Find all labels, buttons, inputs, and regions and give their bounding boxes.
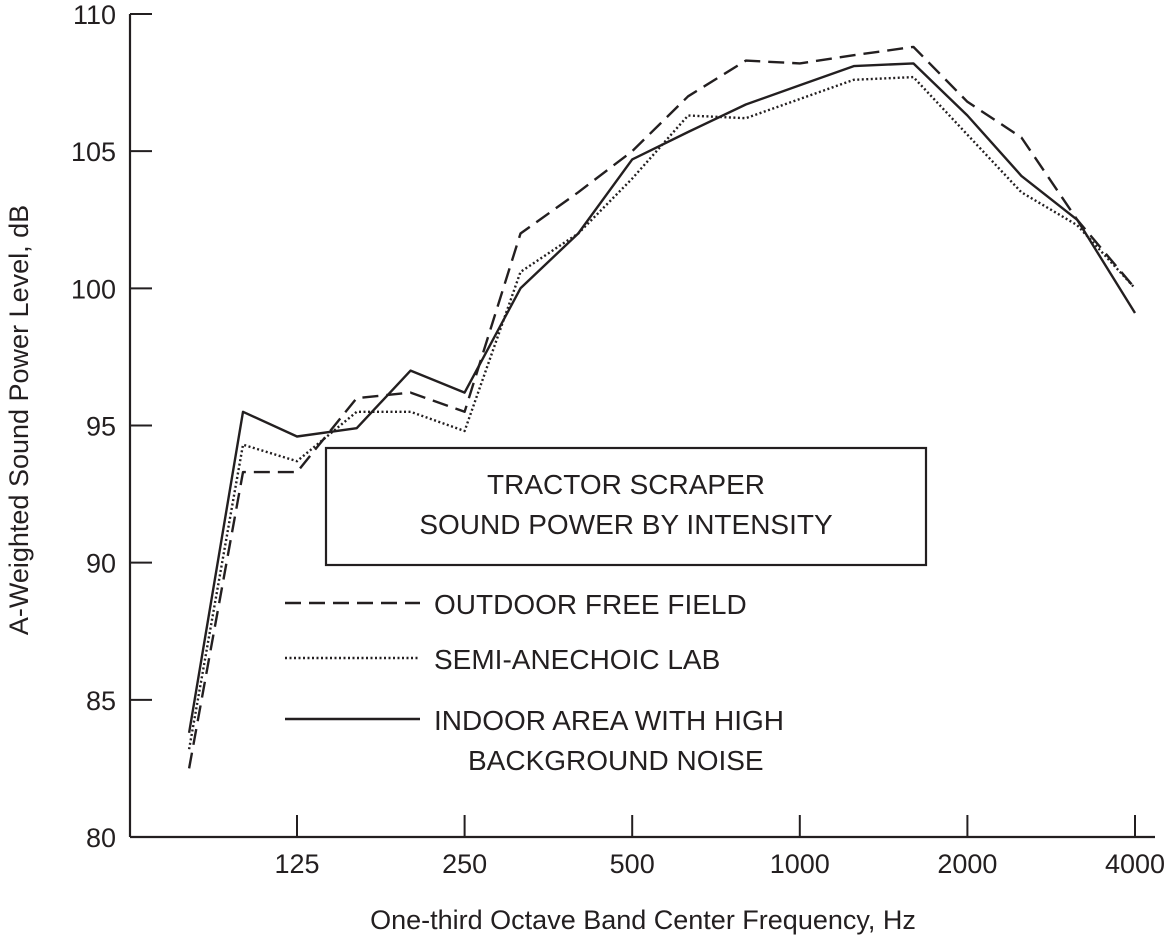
x-tick-label-1000: 1000 — [770, 849, 830, 879]
legend-label-outdoor: OUTDOOR FREE FIELD — [434, 589, 747, 620]
y-tick-label-110: 110 — [73, 0, 116, 30]
title-line-2: SOUND POWER BY INTENSITY — [419, 509, 833, 540]
x-axis-title: One-third Octave Band Center Frequency, … — [370, 905, 916, 935]
axes: 80 85 90 95 100 105 110 125 250 500 1000 2000 4000 — [71, 0, 1165, 879]
y-tick-label-80: 80 — [86, 823, 116, 853]
y-tick-label-95: 95 — [86, 412, 116, 442]
legend-label-semi-anechoic: SEMI-ANECHOIC LAB — [434, 644, 720, 675]
legend-label-indoor-line-2: BACKGROUND NOISE — [468, 745, 764, 776]
x-tick-label-500: 500 — [610, 849, 655, 879]
y-tick-label-85: 85 — [86, 686, 116, 716]
series-layer — [187, 45, 1137, 769]
x-tick-label-250: 250 — [442, 849, 487, 879]
x-tick-label-4000: 4000 — [1105, 849, 1165, 879]
y-axis-title: A-Weighted Sound Power Level, dB — [4, 205, 34, 635]
title-box-frame — [324, 446, 928, 567]
x-tick-label-2000: 2000 — [937, 849, 997, 879]
y-tick-label-105: 105 — [71, 137, 116, 167]
y-tick-label-90: 90 — [86, 549, 116, 579]
legend: OUTDOOR FREE FIELD SEMI-ANECHOIC LAB IND… — [285, 589, 784, 776]
legend-label-indoor-line-1: INDOOR AREA WITH HIGH — [434, 705, 784, 736]
series-line-dashed — [187, 45, 1136, 769]
y-tick-label-100: 100 — [71, 274, 116, 304]
chart-title-box: TRACTOR SCRAPER SOUND POWER BY INTENSITY — [324, 446, 928, 567]
series-line-solid — [187, 62, 1137, 733]
title-line-1: TRACTOR SCRAPER — [487, 469, 765, 500]
x-tick-label-125: 125 — [274, 849, 319, 879]
